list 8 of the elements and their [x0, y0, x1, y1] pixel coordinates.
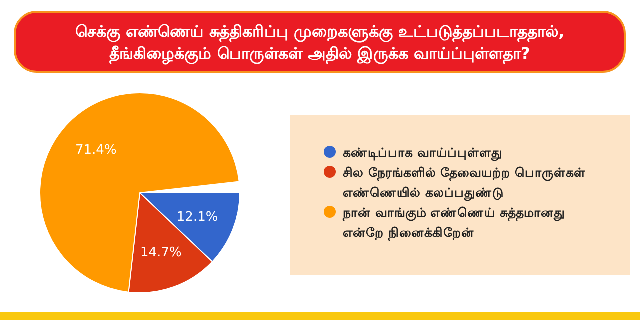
- legend-label: சில நேரங்களில் தேவையற்ற பொருள்கள் எண்ணெயில் கலப்பதுண்டு: [343, 165, 586, 201]
- data-label: 71.4%: [76, 143, 117, 158]
- legend-label: நான் வாங்கும் எண்ணெய் சுத்தமானது என்றே நினைக்கிறேன்: [342, 205, 566, 241]
- legend-label: கண்டிப்பாக வாய்ப்புள்ளது: [343, 145, 502, 161]
- chart-title: செக்கு எண்ணெய் சுத்திகரிப்பு முறைகளுக்கு உட்படுத்தப்படாததால், தீங்கிழைக்கும் பொருள்கள் அதில் இருக்க வாய்ப்புள்ளதா?: [75, 22, 565, 65]
- data-label: 14.7%: [140, 245, 182, 260]
- data-label: 12.1%: [176, 210, 218, 226]
- pie-slice: [40, 92, 240, 293]
